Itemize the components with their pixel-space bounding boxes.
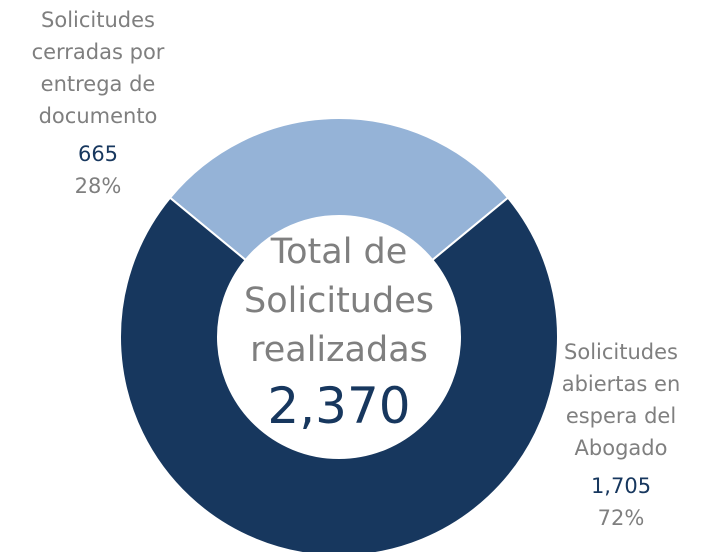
label-group: Solicitudes abiertas en espera del Aboga… bbox=[551, 336, 691, 534]
value-label: 665 bbox=[77, 142, 119, 166]
total-label: 2,370 bbox=[267, 377, 411, 435]
center-label: Total de Solicitudes realizadas bbox=[244, 232, 434, 370]
category-label: Solicitudes cerradas por entrega de docu… bbox=[31, 8, 165, 128]
label-group: Solicitudes cerradas por entrega de docu… bbox=[8, 4, 188, 202]
donut-segment bbox=[168, 117, 510, 262]
percent-label: 28% bbox=[74, 174, 122, 198]
category-label: Solicitudes abiertas en espera del Aboga… bbox=[561, 340, 681, 460]
percent-label: 72% bbox=[597, 506, 645, 530]
donut-segment bbox=[119, 196, 559, 552]
center-group: Total de Solicitudes realizadas 2,370 bbox=[229, 228, 449, 437]
value-label: 1,705 bbox=[590, 474, 652, 498]
